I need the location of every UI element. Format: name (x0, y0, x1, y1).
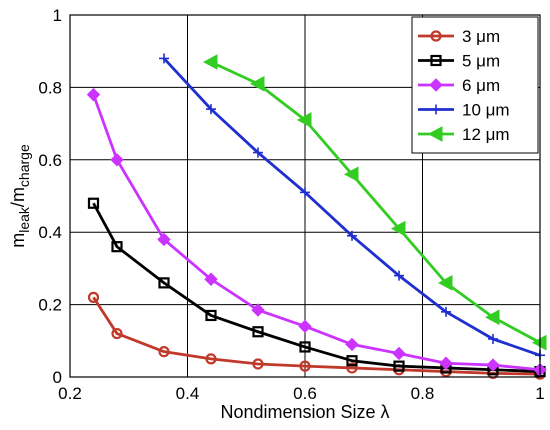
series-5 (202, 54, 547, 351)
data-point (87, 291, 100, 303)
data-point (439, 356, 453, 370)
data-point (252, 358, 264, 370)
data-point (110, 153, 124, 167)
data-point (249, 75, 265, 92)
x-tick-label: 0.6 (293, 384, 317, 403)
legend-label: 10 μm (462, 101, 510, 120)
legend-marker (430, 30, 442, 42)
y-tick-label: 1 (53, 6, 62, 25)
x-tick-label: 1 (535, 384, 544, 403)
data-point (296, 112, 312, 128)
data-point (394, 270, 404, 281)
y-axis-label-sub2: charge (16, 144, 32, 187)
data-point (111, 241, 123, 253)
data-point (300, 187, 310, 198)
plot-frame (69, 14, 541, 378)
y-tick-label: 0 (53, 368, 62, 387)
data-point (484, 309, 500, 326)
data-point (347, 230, 357, 241)
data-point (298, 319, 312, 334)
legend-marker (431, 104, 441, 115)
data-point (86, 87, 101, 102)
data-point (204, 272, 218, 286)
data-point (253, 147, 263, 158)
legend-label: 6 μm (462, 76, 500, 95)
x-tick-label: 0.2 (58, 384, 82, 403)
data-point (345, 337, 359, 352)
x-tick-label: 0.8 (411, 384, 435, 403)
legend-item: 3 μm (418, 27, 500, 46)
data-point (486, 358, 500, 372)
legend-label: 12 μm (462, 125, 510, 144)
data-point (157, 232, 171, 247)
y-tick-label: 0.4 (38, 223, 62, 242)
x-axis-label: Nondimension Size λ (220, 402, 389, 422)
data-point (392, 346, 406, 361)
data-point (158, 277, 170, 289)
legend-item: 10 μm (418, 101, 510, 120)
data-point (437, 275, 453, 291)
series-line (92, 202, 541, 373)
y-axis-label: mleak/mcharge (8, 144, 32, 248)
series-line (210, 60, 541, 344)
data-point (202, 54, 218, 70)
data-point (393, 360, 405, 372)
legend-marker (430, 54, 442, 67)
data-point (346, 355, 358, 367)
series-4 (159, 53, 545, 361)
legend-item: 12 μm (418, 125, 510, 144)
data-point (206, 104, 216, 115)
legend-item: 6 μm (418, 76, 500, 95)
data-point (346, 362, 358, 374)
y-tick-label: 0.6 (38, 151, 62, 170)
data-point (111, 327, 123, 340)
data-point (205, 353, 217, 365)
data-point (488, 333, 498, 344)
data-point (252, 326, 264, 338)
series-line (92, 296, 541, 376)
data-point (87, 197, 100, 209)
y-tick-label: 0.8 (38, 78, 62, 97)
series-layer (86, 53, 547, 380)
x-tick-label: 0.4 (176, 384, 200, 403)
y-tick-label: 0.2 (38, 296, 62, 315)
data-point (441, 306, 451, 317)
series-3 (86, 87, 547, 377)
legend: 3 μm 5 μm 6 μm 10 μm 12 μm (411, 16, 539, 154)
legend-marker (427, 126, 443, 142)
data-point (251, 303, 265, 317)
data-point (205, 309, 217, 322)
data-point (158, 346, 170, 358)
data-point (343, 166, 359, 183)
y-axis-label-main: m (8, 233, 28, 248)
data-point (299, 341, 311, 353)
data-point (299, 360, 311, 372)
y-axis-label-sub1: leak (16, 206, 32, 233)
legend-label: 5 μm (462, 52, 500, 71)
legend-marker (429, 78, 443, 92)
legend-item: 5 μm (418, 52, 500, 71)
tick-labels: 0.2 0.4 0.6 0.8 100.20.40.60.81 (38, 6, 544, 403)
data-point (159, 53, 169, 64)
legend-label: 3 μm (462, 27, 500, 46)
y-axis-label-sep: /m (8, 187, 28, 207)
data-point (390, 220, 406, 237)
